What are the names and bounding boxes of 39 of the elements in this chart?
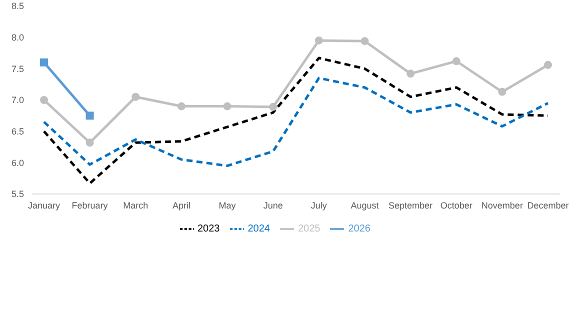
x-tick-label: March (123, 200, 148, 210)
point (177, 102, 186, 110)
x-tick-label: April (172, 200, 190, 210)
point (40, 96, 48, 104)
x-tick-label: September (388, 200, 433, 210)
point (360, 37, 369, 46)
point (314, 36, 323, 44)
point (86, 138, 94, 147)
legend-label: 2026 (348, 224, 370, 235)
point (544, 60, 552, 69)
point (40, 58, 48, 66)
y-tick-label: 6.5 (11, 126, 24, 137)
x-tick-label: December (527, 200, 569, 210)
line-series (42, 76, 550, 168)
point (132, 92, 140, 101)
y-tick-label: 6.0 (11, 158, 24, 168)
legend-label: 2023 (198, 224, 220, 235)
line-series (42, 56, 550, 185)
x-tick-label: June (263, 200, 283, 210)
x-tick-label: May (218, 200, 236, 210)
x-tick-label: January (28, 200, 61, 210)
x-tick-label: July (310, 200, 328, 210)
x-tick-label: August (350, 200, 380, 210)
point (498, 88, 506, 96)
point (86, 112, 94, 120)
legend-label: 2025 (298, 224, 320, 235)
x-tick-label: November (481, 200, 523, 210)
y-tick-label: 8.0 (11, 32, 24, 43)
legend-label: 2024 (248, 224, 270, 235)
x-tick-label: October (440, 200, 472, 210)
y-tick-label: 7.5 (11, 64, 24, 74)
point (452, 57, 460, 66)
y-tick-label: 7.0 (11, 95, 24, 106)
y-tick-label: 8.5 (11, 1, 24, 12)
point (406, 70, 415, 78)
point (269, 102, 278, 111)
x-tick-label: February (72, 200, 108, 210)
y-tick-label: 5.5 (11, 189, 24, 200)
point (223, 102, 232, 110)
